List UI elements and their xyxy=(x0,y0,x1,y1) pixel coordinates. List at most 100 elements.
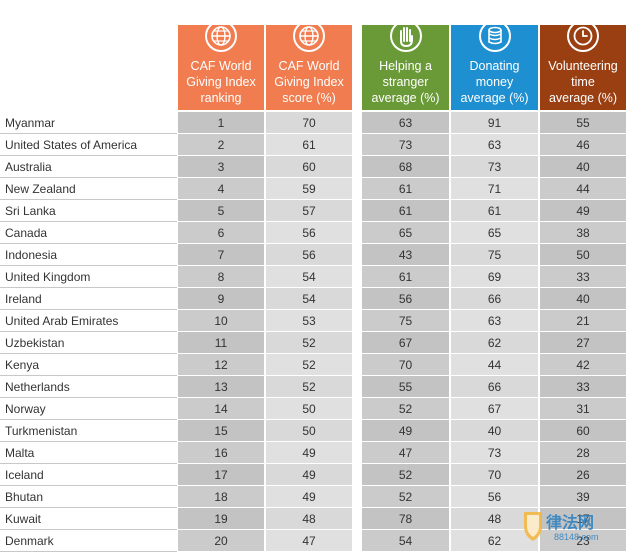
donating-cell: 48 xyxy=(451,508,538,530)
helping-cell: 43 xyxy=(362,244,449,266)
country-cell: United Arab Emirates xyxy=(0,310,177,332)
ranking-cell: 10 xyxy=(178,310,264,332)
score-cell: 52 xyxy=(266,376,352,398)
table-row: Sri Lanka 5 57 61 61 49 xyxy=(0,200,627,222)
donating-cell: 62 xyxy=(451,332,538,354)
table-row: Ireland 9 54 56 66 40 xyxy=(0,288,627,310)
score-cell: 61 xyxy=(266,134,352,156)
ranking-cell: 4 xyxy=(178,178,264,200)
score-cell: 57 xyxy=(266,200,352,222)
volunteering-cell: 26 xyxy=(540,464,626,486)
column-header-ranking: CAF World Giving Index ranking xyxy=(178,20,264,110)
volunteering-cell: 50 xyxy=(540,244,626,266)
score-cell: 52 xyxy=(266,354,352,376)
country-cell: Kuwait xyxy=(0,508,177,530)
country-cell: United Kingdom xyxy=(0,266,177,288)
volunteering-cell: 60 xyxy=(540,420,626,442)
table-row: United Arab Emirates 10 53 75 63 21 xyxy=(0,310,627,332)
volunteering-cell: 17 xyxy=(540,508,626,530)
helping-cell: 78 xyxy=(362,508,449,530)
volunteering-cell: 33 xyxy=(540,266,626,288)
table-row: Uzbekistan 11 52 67 62 27 xyxy=(0,332,627,354)
country-cell: Indonesia xyxy=(0,244,177,266)
volunteering-cell: 33 xyxy=(540,376,626,398)
score-cell: 56 xyxy=(266,244,352,266)
table-row: Indonesia 7 56 43 75 50 xyxy=(0,244,627,266)
watermark-logo: 律法网 88148.com xyxy=(518,508,618,544)
helping-cell: 61 xyxy=(362,200,449,222)
helping-cell: 75 xyxy=(362,310,449,332)
helping-cell: 73 xyxy=(362,134,449,156)
column-header-label: Volunteering time average (%) xyxy=(548,58,618,105)
volunteering-cell: 40 xyxy=(540,288,626,310)
helping-cell: 67 xyxy=(362,332,449,354)
helping-cell: 61 xyxy=(362,266,449,288)
donating-cell: 69 xyxy=(451,266,538,288)
donating-cell: 40 xyxy=(451,420,538,442)
table-row: United Kingdom 8 54 61 69 33 xyxy=(0,266,627,288)
score-cell: 56 xyxy=(266,222,352,244)
ranking-cell: 12 xyxy=(178,354,264,376)
table-row: Turkmenistan 15 50 49 40 60 xyxy=(0,420,627,442)
donating-cell: 66 xyxy=(451,376,538,398)
ranking-cell: 5 xyxy=(178,200,264,222)
score-cell: 49 xyxy=(266,486,352,508)
volunteering-cell: 28 xyxy=(540,442,626,464)
watermark-url: 88148.com xyxy=(554,532,599,542)
coins-icon xyxy=(478,19,512,53)
helping-cell: 70 xyxy=(362,354,449,376)
country-cell: Malta xyxy=(0,442,177,464)
score-cell: 60 xyxy=(266,156,352,178)
table-row: Kenya 12 52 70 44 42 xyxy=(0,354,627,376)
donating-cell: 75 xyxy=(451,244,538,266)
volunteering-cell: 55 xyxy=(540,112,626,134)
table-row: Norway 14 50 52 67 31 xyxy=(0,398,627,420)
country-cell: Bhutan xyxy=(0,486,177,508)
column-header-label: Donating money average (%) xyxy=(460,58,529,105)
volunteering-cell: 44 xyxy=(540,178,626,200)
ranking-cell: 14 xyxy=(178,398,264,420)
helping-cell: 61 xyxy=(362,178,449,200)
score-cell: 54 xyxy=(266,266,352,288)
ranking-cell: 9 xyxy=(178,288,264,310)
watermark-text: 律法网 xyxy=(546,513,594,532)
ranking-cell: 2 xyxy=(178,134,264,156)
country-cell: Australia xyxy=(0,156,177,178)
helping-cell: 52 xyxy=(362,398,449,420)
score-cell: 49 xyxy=(266,442,352,464)
column-header-label: CAF World Giving Index ranking xyxy=(186,58,256,105)
donating-cell: 63 xyxy=(451,310,538,332)
country-cell: Netherlands xyxy=(0,376,177,398)
column-header-donating: Donating money average (%) xyxy=(451,20,538,110)
helping-cell: 52 xyxy=(362,486,449,508)
helping-cell: 47 xyxy=(362,442,449,464)
globe-icon xyxy=(292,19,326,53)
country-cell: Norway xyxy=(0,398,177,420)
country-cell: Ireland xyxy=(0,288,177,310)
donating-cell: 56 xyxy=(451,486,538,508)
helping-cell: 63 xyxy=(362,112,449,134)
country-cell: Myanmar xyxy=(0,112,177,134)
table-row: Malta 16 49 47 73 28 xyxy=(0,442,627,464)
ranking-cell: 20 xyxy=(178,530,264,552)
donating-cell: 70 xyxy=(451,464,538,486)
country-cell: Turkmenistan xyxy=(0,420,177,442)
column-header-score: CAF World Giving Index score (%) xyxy=(266,20,352,110)
ranking-cell: 15 xyxy=(178,420,264,442)
volunteering-cell: 39 xyxy=(540,486,626,508)
clock-icon xyxy=(566,19,600,53)
score-cell: 50 xyxy=(266,398,352,420)
globe-icon xyxy=(204,19,238,53)
volunteering-cell: 23 xyxy=(540,530,626,552)
country-cell: United States of America xyxy=(0,134,177,156)
score-cell: 53 xyxy=(266,310,352,332)
ranking-cell: 16 xyxy=(178,442,264,464)
donating-cell: 91 xyxy=(451,112,538,134)
score-cell: 50 xyxy=(266,420,352,442)
table-row: Denmark 20 47 54 62 23 xyxy=(0,530,627,552)
volunteering-cell: 49 xyxy=(540,200,626,222)
volunteering-cell: 40 xyxy=(540,156,626,178)
country-cell: Iceland xyxy=(0,464,177,486)
volunteering-cell: 38 xyxy=(540,222,626,244)
helping-cell: 54 xyxy=(362,530,449,552)
